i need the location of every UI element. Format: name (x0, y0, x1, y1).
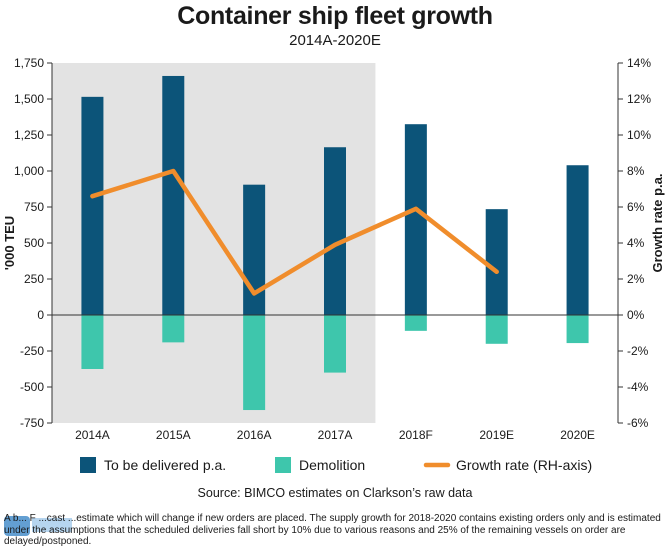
legend-swatch-delivered (80, 457, 96, 473)
growth-rate-point (495, 270, 499, 274)
y-tick-label: -250 (20, 344, 44, 358)
x-tick-label: 2016A (237, 428, 272, 442)
y2-tick-label: 14% (627, 56, 651, 70)
y-tick-label: 0 (37, 308, 44, 322)
bar-series (81, 75, 589, 411)
growth-rate-point (171, 169, 175, 173)
x-tick-label: 2020E (560, 428, 595, 442)
y2-tick-label: 8% (627, 164, 645, 178)
x-tick-label: 2015A (156, 428, 191, 442)
chart-subtitle: 2014A-2020E (289, 32, 381, 49)
axes (47, 62, 623, 424)
demolition-bar-2015A (162, 315, 185, 343)
tick-labels: 1,750 1,500 1,250 1,000 750 500 250 0 -250 -500 -7… (2, 56, 665, 442)
footnote: A b... F ...cast ...estimate which will … (4, 513, 661, 547)
growth-rate-point (252, 291, 256, 295)
growth-line-series (90, 168, 499, 296)
delivered-bar-2020E (566, 165, 589, 315)
legend-label: Demolition (299, 457, 365, 473)
y2-axis-title: Growth rate p.a. (650, 174, 665, 273)
legend: To be delivered p.a. Demolition Growth rat… (80, 457, 592, 473)
demolition-bar-2018F (404, 315, 427, 331)
y-tick-label: 500 (24, 236, 44, 250)
shaded-area-rect (52, 63, 376, 423)
y2-tick-label: -4% (627, 380, 649, 394)
y-axis-title: '000 TEU (2, 216, 17, 270)
growth-rate-point (333, 243, 337, 247)
y2-tick-label: 10% (627, 128, 651, 142)
y2-tick-label: 4% (627, 236, 645, 250)
delivered-bar-2019E (485, 209, 508, 315)
chart-title: Container ship fleet growth (177, 2, 493, 30)
y-tick-label: 1,250 (14, 128, 44, 142)
demolition-bar-2017A (324, 315, 346, 373)
y-tick-label: 1,000 (14, 164, 44, 178)
legend-label: To be delivered p.a. (104, 457, 226, 473)
y-tick-label: 250 (24, 272, 44, 286)
y2-tick-label: -6% (627, 416, 649, 430)
x-tick-label: 2018F (399, 428, 433, 442)
growth-rate-point (90, 194, 94, 198)
y-tick-label: 1,500 (14, 92, 44, 106)
demolition-bar-2014A (81, 315, 104, 369)
x-tick-label: 2014A (75, 428, 110, 442)
x-tick-label: 2017A (318, 428, 353, 442)
y-tick-label: -750 (20, 416, 44, 430)
delivered-bar-2014A (81, 96, 104, 315)
watermark-logo (4, 516, 72, 536)
x-tick-label: 2019E (479, 428, 514, 442)
demolition-bar-2020E (566, 315, 589, 344)
growth-rate-point (414, 207, 418, 211)
delivered-bar-2018F (404, 124, 427, 315)
delivered-bar-2015A (162, 75, 185, 316)
y2-tick-label: 6% (627, 200, 645, 214)
delivered-bar-2017A (324, 147, 346, 315)
y2-tick-label: 0% (627, 308, 645, 322)
demolition-bar-2019E (485, 315, 508, 344)
y-tick-label: 1,750 (14, 56, 44, 70)
demolition-bar-2016A (243, 315, 266, 411)
y2-tick-label: 2% (627, 272, 645, 286)
shaded-actuals-area (52, 63, 376, 423)
y2-tick-label: 12% (627, 92, 651, 106)
y-tick-label: 750 (24, 200, 44, 214)
source-note: Source: BIMCO estimates on Clarkson’s ra… (198, 486, 473, 500)
growth-rate-line (90, 168, 499, 296)
y-tick-label: -500 (20, 380, 44, 394)
legend-swatch-demolition (275, 457, 291, 473)
legend-label: Growth rate (RH-axis) (456, 457, 592, 473)
y2-tick-label: -2% (627, 344, 649, 358)
